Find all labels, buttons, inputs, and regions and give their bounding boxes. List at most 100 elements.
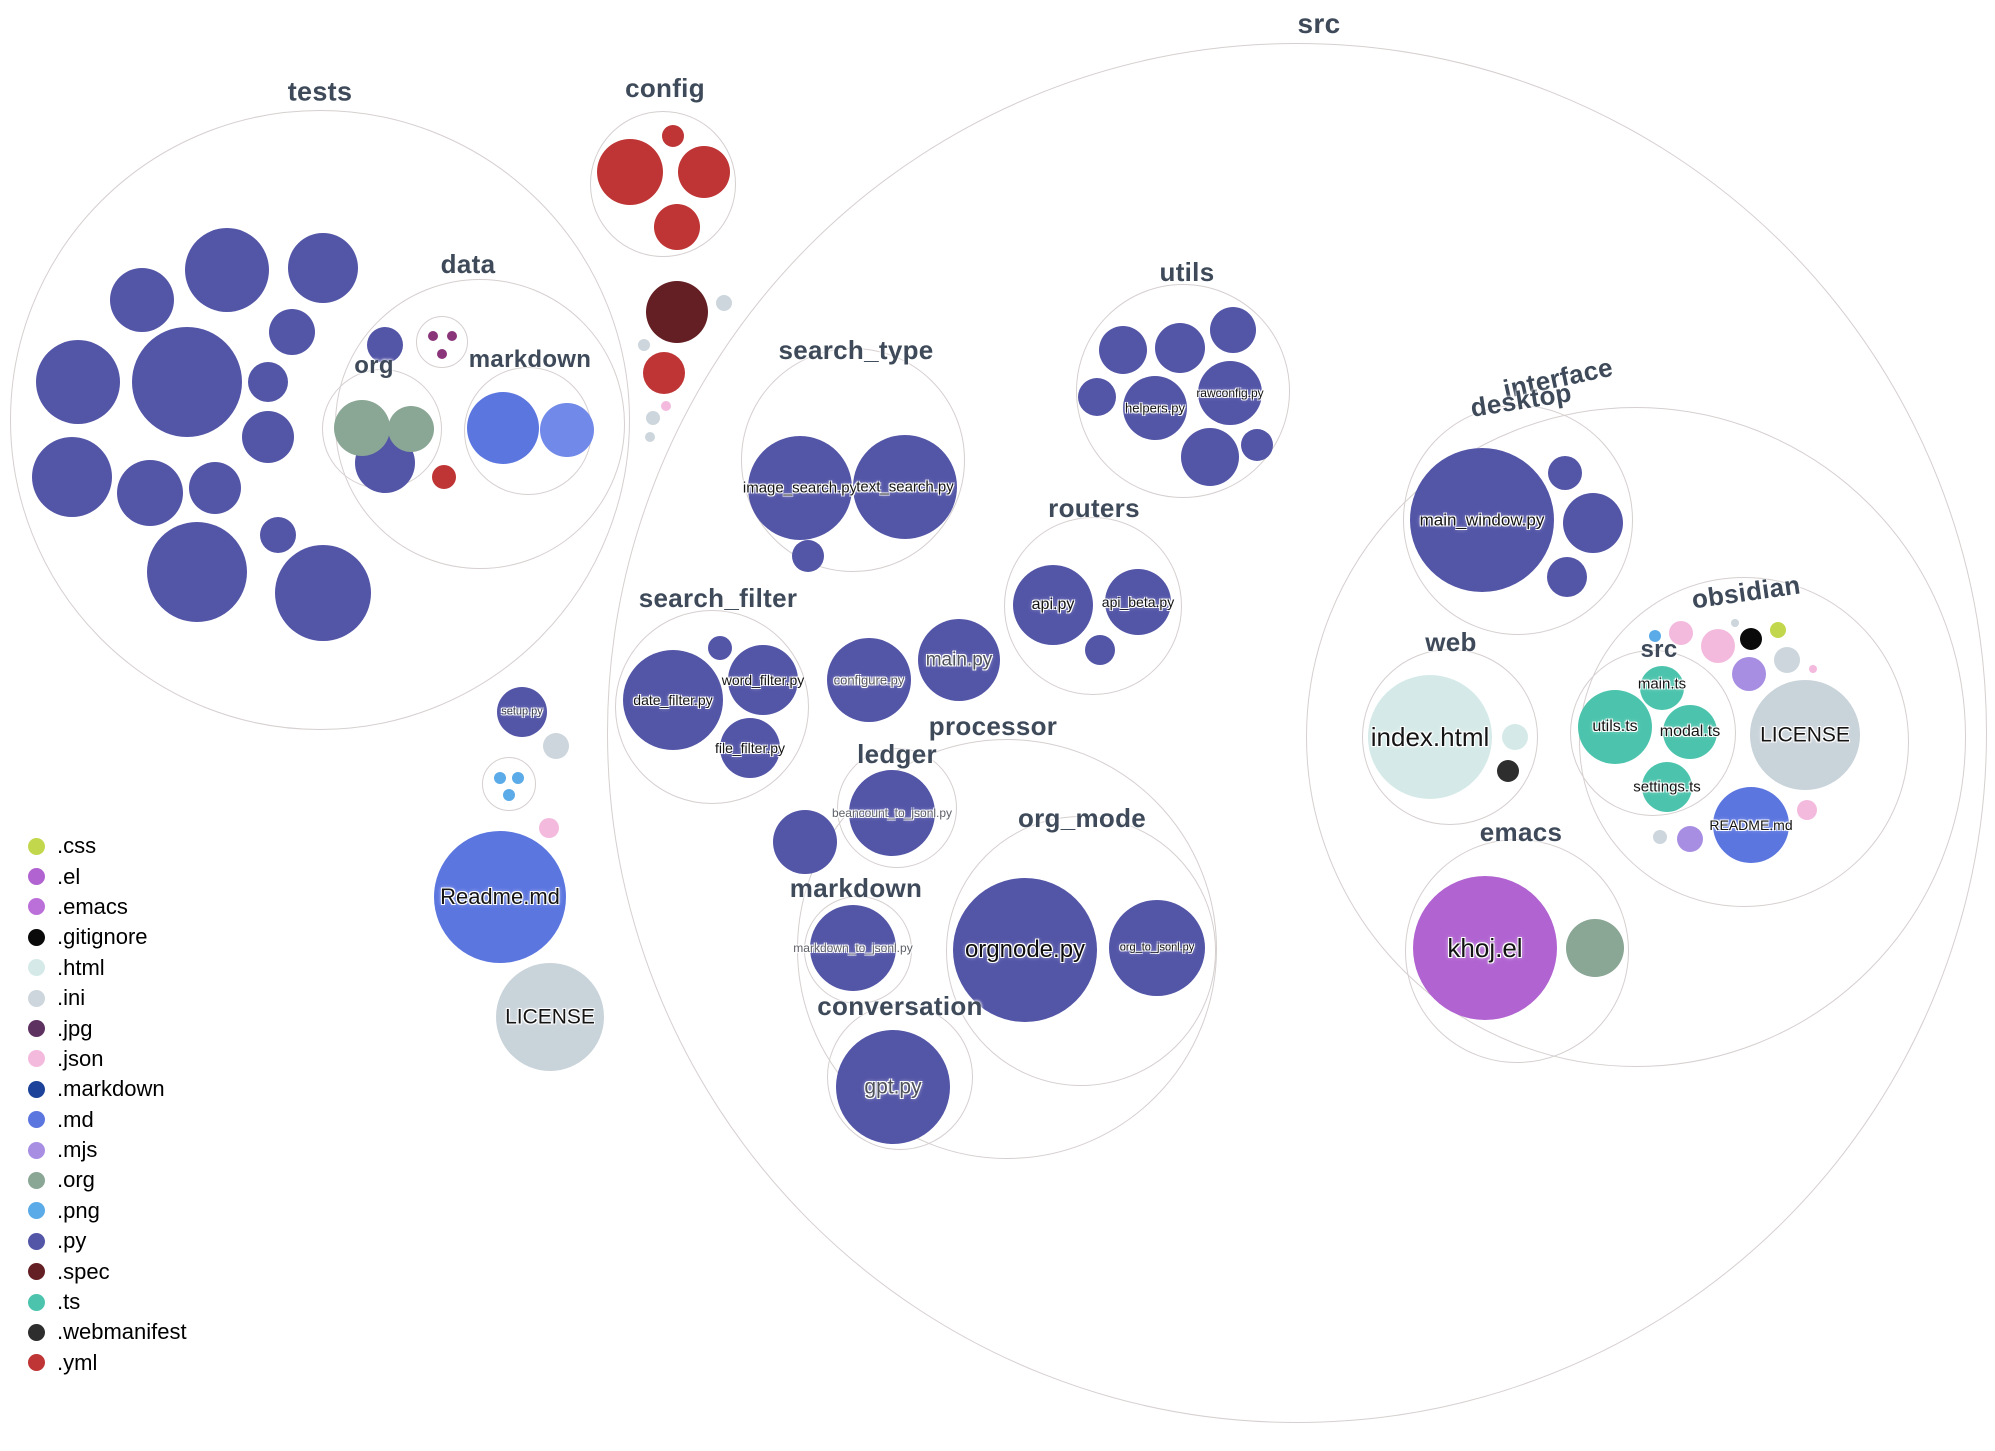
file-readme-md[interactable] — [434, 831, 566, 963]
root-ini-1[interactable] — [716, 295, 732, 311]
routers-py-1[interactable] — [1085, 635, 1115, 665]
obsidian-ini-2[interactable] — [1774, 647, 1800, 673]
root-png-3[interactable] — [503, 789, 515, 801]
tests-py-1[interactable] — [185, 228, 269, 312]
file-modal-ts[interactable] — [1663, 705, 1717, 759]
dir-src-search-type[interactable] — [741, 348, 965, 572]
obsidian-json-4[interactable] — [1797, 800, 1817, 820]
root-png-2[interactable] — [512, 772, 524, 784]
desktop-py-2[interactable] — [1563, 493, 1623, 553]
obsidian-ini-3[interactable] — [1653, 830, 1667, 844]
dir-src-interface-emacs[interactable] — [1405, 839, 1629, 1063]
file-main-py[interactable] — [918, 619, 1000, 701]
tests-data-jpg-1[interactable] — [428, 331, 438, 341]
root-ini-3[interactable] — [646, 411, 660, 425]
file-helpers-py[interactable] — [1123, 376, 1187, 440]
config-yml-4[interactable] — [654, 204, 700, 250]
desktop-py-1[interactable] — [1548, 456, 1582, 490]
desktop-py-3[interactable] — [1547, 557, 1587, 597]
dir-src-utils[interactable] — [1076, 284, 1290, 498]
file-text-search-py[interactable] — [853, 435, 957, 539]
dir-src-processor-ledger[interactable] — [837, 748, 957, 868]
tests-py-5[interactable] — [132, 327, 242, 437]
file-gpt-py[interactable] — [836, 1030, 950, 1144]
utils-py-5[interactable] — [1181, 428, 1239, 486]
dir-src[interactable] — [607, 43, 1987, 1423]
file-configure-py[interactable] — [827, 638, 911, 722]
obsidian-mjs-1[interactable] — [1732, 657, 1766, 691]
dir-src-interface-obsidian-src[interactable] — [1570, 650, 1736, 816]
dir-src-processor-markdown[interactable] — [804, 896, 912, 1004]
utils-py-4[interactable] — [1078, 378, 1116, 416]
dir-src-processor-org-mode[interactable] — [946, 816, 1216, 1086]
file-main-window-py[interactable] — [1410, 448, 1554, 592]
dir-src-interface-web[interactable] — [1362, 649, 1538, 825]
dir-src-search-filter[interactable] — [615, 610, 809, 804]
tests-data-md-file-1[interactable] — [467, 392, 539, 464]
utils-py-1[interactable] — [1099, 326, 1147, 374]
obsidian-png-1[interactable] — [1649, 630, 1661, 642]
file-markdown-to-jsonl-py[interactable] — [810, 905, 896, 991]
file-main-ts[interactable] — [1640, 666, 1684, 710]
root-ini-4[interactable] — [645, 432, 655, 442]
src-py-1[interactable] — [792, 540, 824, 572]
file-rawconfig-py[interactable] — [1198, 361, 1262, 425]
obsidian-json-2[interactable] — [1701, 629, 1735, 663]
dir-root-assets[interactable] — [482, 757, 536, 811]
utils-py-2[interactable] — [1155, 323, 1205, 373]
tests-data-org-file-2[interactable] — [388, 406, 434, 452]
dir-src-interface[interactable] — [1306, 407, 1966, 1067]
file-khoj-el[interactable] — [1413, 876, 1557, 1020]
tests-py-4[interactable] — [36, 340, 120, 424]
file-license[interactable] — [496, 963, 604, 1071]
tests-py-14[interactable] — [260, 517, 296, 553]
file-api-py[interactable] — [1013, 565, 1093, 645]
file-setup-py[interactable] — [497, 687, 547, 737]
dir-src-interface-desktop[interactable] — [1403, 405, 1633, 635]
obsidian-ini-1[interactable] — [1731, 619, 1739, 627]
config-yml-2[interactable] — [662, 125, 684, 147]
config-yml-1[interactable] — [597, 139, 663, 205]
web-webmanifest[interactable] — [1497, 760, 1519, 782]
config-yml-3[interactable] — [678, 146, 730, 198]
file-settings-ts[interactable] — [1642, 762, 1692, 812]
root-ini-5[interactable] — [543, 733, 569, 759]
tests-py-15[interactable] — [147, 522, 247, 622]
tests-data-jpg-2[interactable] — [447, 331, 457, 341]
tests-data-yml[interactable] — [432, 465, 456, 489]
obsidian-mjs-2[interactable] — [1677, 826, 1703, 852]
file-utils-ts[interactable] — [1578, 690, 1652, 764]
root-ini-2[interactable] — [638, 339, 650, 351]
file-file-filter-py[interactable] — [720, 718, 780, 778]
tests-py-9[interactable] — [242, 411, 294, 463]
tests-py-11[interactable] — [32, 437, 112, 517]
root-yml[interactable] — [643, 352, 685, 394]
file-api-beta-py[interactable] — [1105, 569, 1171, 635]
dir-src-processor-conversation[interactable] — [827, 1004, 973, 1150]
web-html-1[interactable] — [1502, 724, 1528, 750]
tests-py-16[interactable] — [275, 545, 371, 641]
file-index-html[interactable] — [1368, 675, 1492, 799]
tests-data-md-file-2[interactable] — [540, 403, 594, 457]
root-json-2[interactable] — [539, 818, 559, 838]
obsidian-css[interactable] — [1770, 622, 1786, 638]
file-org-to-jsonl-py[interactable] — [1109, 900, 1205, 996]
root-json-1[interactable] — [661, 401, 671, 411]
tests-data-jpg-3[interactable] — [437, 349, 447, 359]
tests-py-12[interactable] — [117, 460, 183, 526]
file-beancount-to-jsonl-py[interactable] — [849, 770, 935, 856]
dir-config[interactable] — [590, 111, 736, 257]
dir-src-processor[interactable] — [797, 739, 1217, 1159]
file-obsidian-license[interactable] — [1750, 680, 1860, 790]
root-spec[interactable] — [646, 281, 708, 343]
utils-py-3[interactable] — [1210, 307, 1256, 353]
obsidian-json-1[interactable] — [1669, 621, 1693, 645]
file-obsidian-readme-md[interactable] — [1713, 787, 1789, 863]
obsidian-json-3[interactable] — [1809, 665, 1817, 673]
emacs-org-1[interactable] — [1566, 919, 1624, 977]
tests-data-org-file-1[interactable] — [334, 400, 390, 456]
tests-py-7[interactable] — [248, 362, 288, 402]
tests-py-2[interactable] — [288, 233, 358, 303]
obsidian-gitignore[interactable] — [1740, 628, 1762, 650]
search-filter-py-1[interactable] — [708, 636, 732, 660]
